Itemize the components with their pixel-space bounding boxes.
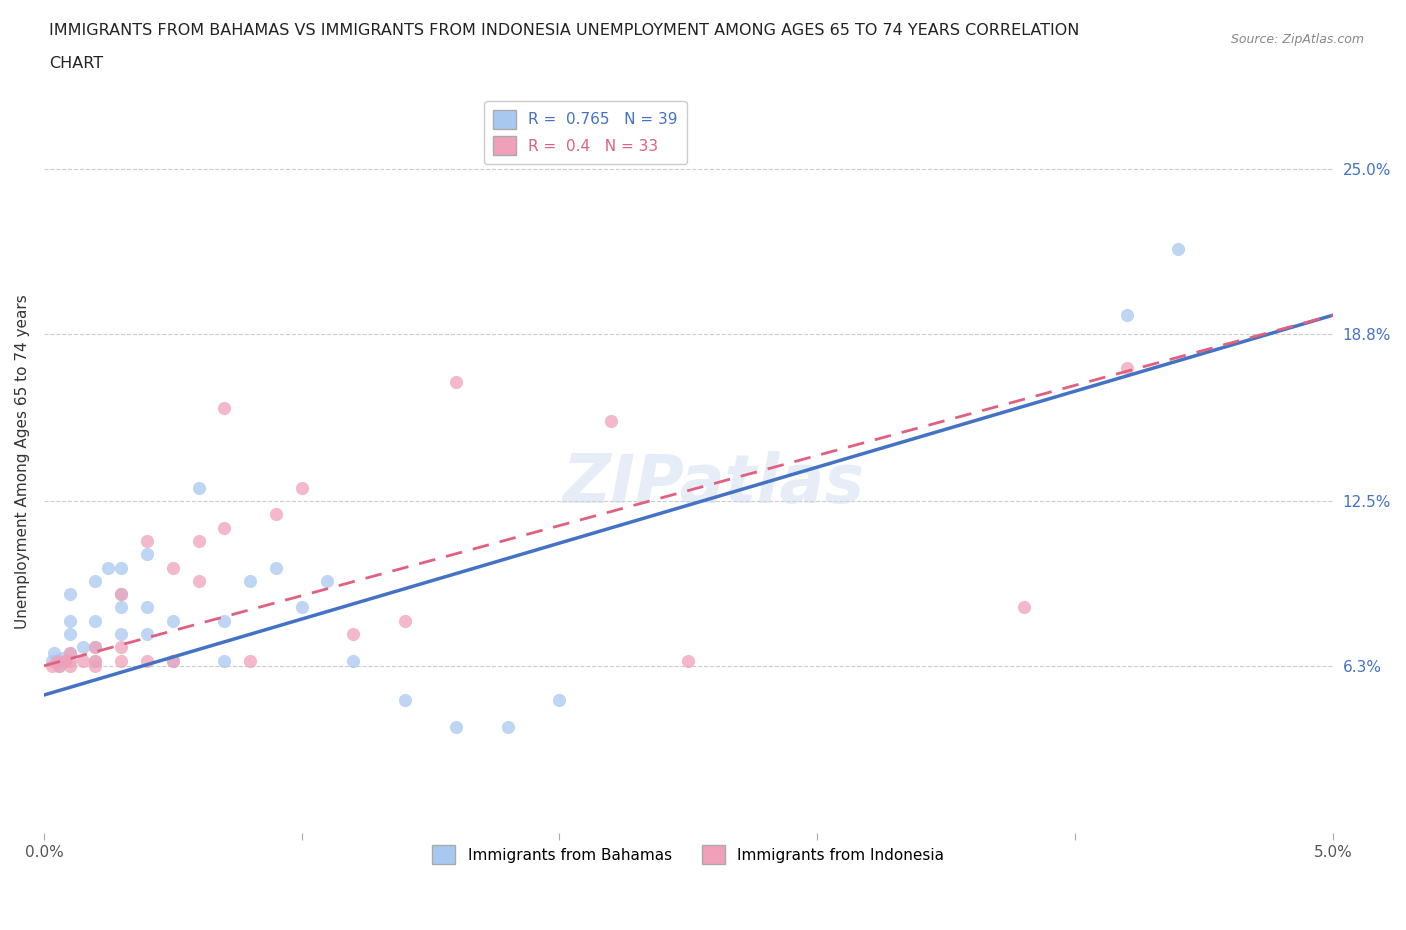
Point [496,720,519,735]
Text: ZIPatlas: ZIPatlas [564,451,865,516]
Point [59,653,82,668]
Point [72,640,94,655]
Point [214,401,236,416]
Point [446,720,468,735]
Point [214,520,236,535]
Point [548,693,571,708]
Point [45,653,67,668]
Point [239,574,262,589]
Point [41,658,63,673]
Point [214,613,236,628]
Point [162,560,184,575]
Point [342,627,364,642]
Point [59,613,82,628]
Point [110,560,132,575]
Point [187,534,209,549]
Point [51,650,73,665]
Text: Source: ZipAtlas.com: Source: ZipAtlas.com [1230,33,1364,46]
Point [136,547,159,562]
Point [162,613,184,628]
Point [291,600,314,615]
Point [239,653,262,668]
Point [59,627,82,642]
Point [496,109,519,124]
Point [1012,600,1035,615]
Point [41,653,63,668]
Y-axis label: Unemployment Among Ages 65 to 74 years: Unemployment Among Ages 65 to 74 years [15,294,30,629]
Point [264,560,287,575]
Point [44,645,66,660]
Point [59,658,82,673]
Point [110,587,132,602]
Point [394,693,416,708]
Point [136,627,159,642]
Point [110,587,132,602]
Point [59,645,82,660]
Point [53,653,76,668]
Point [53,653,76,668]
Point [45,653,67,668]
Point [394,613,416,628]
Point [264,507,287,522]
Point [316,574,339,589]
Point [1167,242,1189,257]
Point [136,534,159,549]
Point [136,653,159,668]
Point [84,574,107,589]
Point [1115,308,1137,323]
Point [600,414,623,429]
Text: CHART: CHART [49,56,103,71]
Point [59,645,82,660]
Point [110,640,132,655]
Point [59,587,82,602]
Point [291,481,314,496]
Point [214,653,236,668]
Point [110,653,132,668]
Point [84,613,107,628]
Point [84,653,107,668]
Point [678,653,700,668]
Point [1115,361,1137,376]
Point [136,600,159,615]
Point [84,653,107,668]
Text: IMMIGRANTS FROM BAHAMAS VS IMMIGRANTS FROM INDONESIA UNEMPLOYMENT AMONG AGES 65 : IMMIGRANTS FROM BAHAMAS VS IMMIGRANTS FR… [49,23,1080,38]
Point [446,374,468,389]
Point [110,627,132,642]
Point [84,640,107,655]
Point [342,653,364,668]
Point [48,658,70,673]
Point [187,481,209,496]
Legend: Immigrants from Bahamas, Immigrants from Indonesia: Immigrants from Bahamas, Immigrants from… [426,839,950,870]
Point [110,600,132,615]
Point [187,574,209,589]
Point [48,658,70,673]
Point [97,560,120,575]
Point [84,640,107,655]
Point [162,653,184,668]
Point [162,653,184,668]
Point [72,653,94,668]
Point [84,658,107,673]
